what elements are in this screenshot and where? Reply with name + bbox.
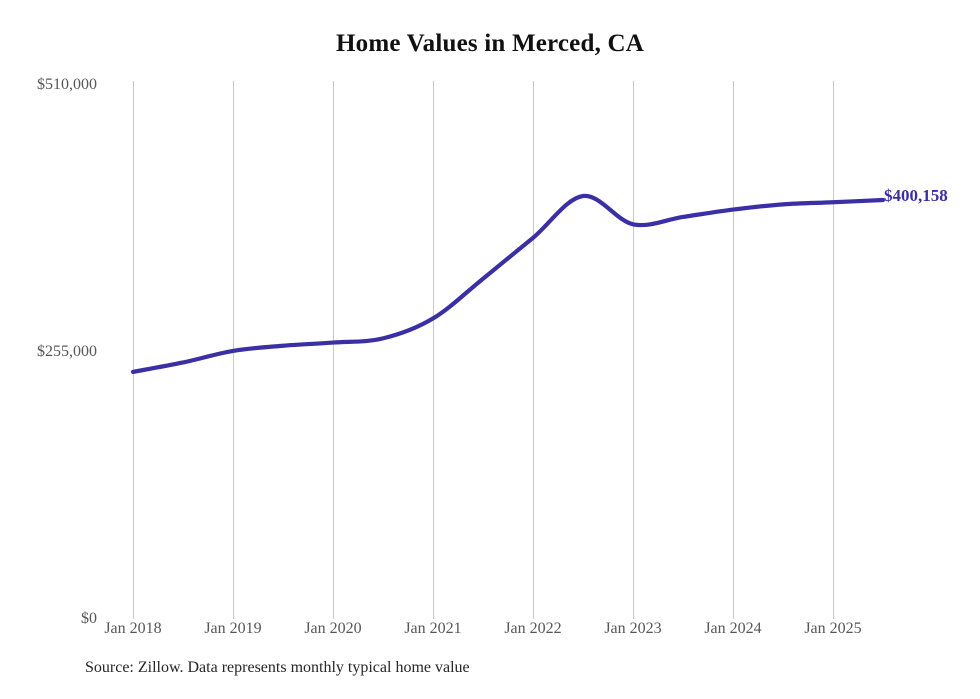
x-axis-tick-label-jan-2018: Jan 2018 — [104, 620, 162, 637]
y-axis-tick-label: $510,000 — [37, 76, 97, 93]
gridline-jan-2021 — [433, 81, 434, 619]
y-axis-tick-label: $255,000 — [37, 343, 97, 360]
y-axis-tick-0: $0 — [0, 610, 97, 628]
gridline-jan-2025 — [833, 81, 834, 619]
x-axis-tick-label-jan-2019: Jan 2019 — [204, 620, 262, 637]
x-axis-tick-label-jan-2023: Jan 2023 — [604, 620, 662, 637]
gridline-jan-2022 — [533, 81, 534, 619]
end-value-label: $400,158 — [884, 186, 948, 205]
x-axis-tick-label-jan-2022: Jan 2022 — [504, 620, 562, 637]
y-axis-tick-255000: $255,000 — [0, 343, 97, 361]
y-axis-tick-label: $0 — [81, 610, 97, 627]
series-line-typical-home-value — [130, 193, 886, 374]
source-note: Source: Zillow. Data represents monthly … — [85, 659, 470, 676]
gridline-jan-2023 — [633, 81, 634, 619]
x-axis-tick-label-jan-2025: Jan 2025 — [804, 620, 862, 637]
x-axis-tick-label-jan-2024: Jan 2024 — [704, 620, 762, 637]
gridline-jan-2020 — [333, 81, 334, 619]
x-axis-tick-label-jan-2020: Jan 2020 — [304, 620, 362, 637]
gridline-jan-2018 — [133, 81, 134, 619]
chart-title: Home Values in Merced, CA — [336, 30, 644, 57]
x-axis-tick-label-jan-2021: Jan 2021 — [404, 620, 462, 637]
y-axis-tick-510000: $510,000 — [0, 76, 97, 94]
gridline-jan-2024 — [733, 81, 734, 619]
